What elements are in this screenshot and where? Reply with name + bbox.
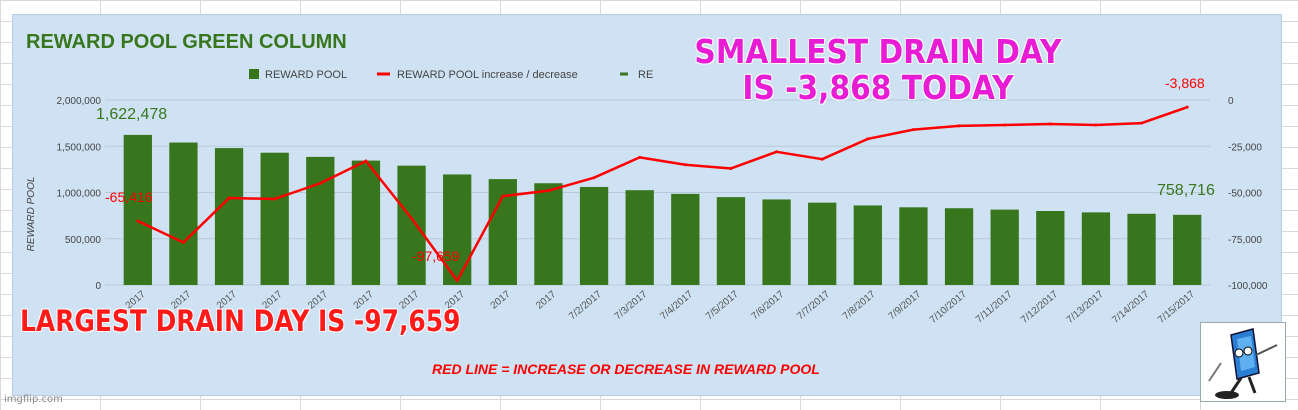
y2-tick-label: 0 xyxy=(1228,96,1234,107)
change-point xyxy=(181,240,185,244)
bar xyxy=(169,142,198,285)
bar xyxy=(579,186,609,285)
change-point xyxy=(410,216,414,220)
bar xyxy=(1081,212,1111,285)
change-line xyxy=(136,105,1189,283)
y-axis-title: REWARD POOL xyxy=(26,177,37,252)
bars xyxy=(123,134,1202,285)
bar xyxy=(1036,211,1065,285)
y2-tick-label: -50,000 xyxy=(1228,189,1262,200)
x-tick-label: 7/5/2017 xyxy=(704,289,741,323)
change-point xyxy=(1094,123,1098,127)
y-tick-label: 1,000,000 xyxy=(57,189,102,200)
bar xyxy=(397,165,426,285)
legend: REWARD POOL REWARD POOL increase / decre… xyxy=(249,69,653,81)
largest-drain-overlay: LARGEST DRAIN DAY IS -97,659 xyxy=(20,304,461,338)
x-tick-label: 7/6/2017 xyxy=(750,289,787,323)
x-tick-label: 7/4/2017 xyxy=(658,289,695,323)
change-point xyxy=(866,137,870,141)
bar xyxy=(808,202,837,285)
x-tick-label: 7/12/2017 xyxy=(1019,289,1060,326)
change-point xyxy=(364,159,368,163)
bar xyxy=(214,148,244,285)
largest-drain-annotation: -97,659 xyxy=(412,248,460,264)
x-tick-label: 7/8/2017 xyxy=(841,289,878,323)
smallest-drain-line2: IS -3,868 TODAY xyxy=(742,68,1014,107)
x-tick-label: 2017 xyxy=(534,289,558,312)
y2-tick-label: -100,000 xyxy=(1228,281,1268,292)
x-tick-label: 7/14/2017 xyxy=(1110,289,1151,326)
y2-tick-label: -25,000 xyxy=(1228,142,1262,153)
change-point xyxy=(318,181,322,185)
bar xyxy=(990,209,1019,285)
bar xyxy=(1127,213,1156,285)
change-point xyxy=(273,197,277,201)
change-point xyxy=(729,166,733,170)
change-point xyxy=(592,176,596,180)
change-point xyxy=(1003,123,1007,127)
legend-swatch-bar xyxy=(249,69,259,79)
change-point xyxy=(501,194,505,198)
change-point xyxy=(136,219,140,223)
change-point xyxy=(227,196,231,200)
bar xyxy=(671,193,700,285)
bar xyxy=(534,183,563,285)
change-point xyxy=(455,279,459,283)
max-pool-annotation: 1,622,478 xyxy=(96,106,167,123)
bar xyxy=(625,190,654,285)
chart-title: REWARD POOL GREEN COLUMN xyxy=(26,31,347,53)
mascot-icon xyxy=(1208,328,1278,399)
change-point xyxy=(1185,105,1189,109)
x-tick-label: 2017 xyxy=(489,289,513,312)
x-tick-label: 7/10/2017 xyxy=(928,289,969,326)
change-point xyxy=(775,150,779,154)
bar xyxy=(762,199,791,285)
bar xyxy=(260,152,289,285)
x-tick-label: 7/9/2017 xyxy=(886,289,923,323)
smallest-drain-line1: SMALLEST DRAIN DAY xyxy=(694,32,1062,71)
bar xyxy=(716,197,746,285)
change-point xyxy=(820,157,824,161)
change-point xyxy=(683,163,687,167)
y-tick-label: 500,000 xyxy=(65,235,102,246)
change-point xyxy=(911,128,915,132)
bar xyxy=(306,156,335,285)
change-series-line xyxy=(137,105,1188,282)
chart-caption: RED LINE = INCREASE OR DECREASE IN REWAR… xyxy=(432,361,820,377)
y-tick-label: 1,500,000 xyxy=(57,142,102,153)
first-change-annotation: -65,416 xyxy=(105,189,153,205)
bar xyxy=(853,205,882,285)
x-tick-label: 7/7/2017 xyxy=(795,289,832,323)
min-pool-annotation: 758,716 xyxy=(1157,182,1215,199)
change-point xyxy=(1140,121,1144,125)
x-tick-label: 7/15/2017 xyxy=(1156,289,1197,326)
change-point xyxy=(546,189,550,193)
bar xyxy=(351,160,381,285)
axes: 2,000,000 1,500,000 1,000,000 500,000 0 0 -25,… xyxy=(57,96,1268,292)
legend-label-third: RE xyxy=(638,69,653,81)
x-tick-label: 7/2/2017 xyxy=(567,289,604,323)
x-tick-label: 7/11/2017 xyxy=(974,289,1015,326)
bar xyxy=(123,134,152,285)
change-point xyxy=(957,124,961,128)
latest-change-annotation: -3,868 xyxy=(1165,75,1205,91)
x-tick-label: 7/13/2017 xyxy=(1065,289,1106,326)
y2-tick-label: -75,000 xyxy=(1228,235,1262,246)
watermark: imgflip.com xyxy=(4,394,63,405)
mascot-image xyxy=(1200,322,1286,402)
y-tick-label: 2,000,000 xyxy=(57,96,102,107)
change-point xyxy=(1048,122,1052,126)
y-tick-label: 0 xyxy=(95,281,101,292)
legend-label-increase-decrease: REWARD POOL increase / decrease xyxy=(397,69,578,81)
legend-label-reward-pool: REWARD POOL xyxy=(265,69,347,81)
x-tick-label: 7/3/2017 xyxy=(613,289,650,323)
bar xyxy=(899,207,928,285)
smallest-drain-overlay: SMALLEST DRAIN DAY IS -3,868 TODAY xyxy=(653,34,1103,106)
change-point xyxy=(638,155,642,159)
bar xyxy=(944,208,974,285)
bar xyxy=(1173,214,1202,285)
